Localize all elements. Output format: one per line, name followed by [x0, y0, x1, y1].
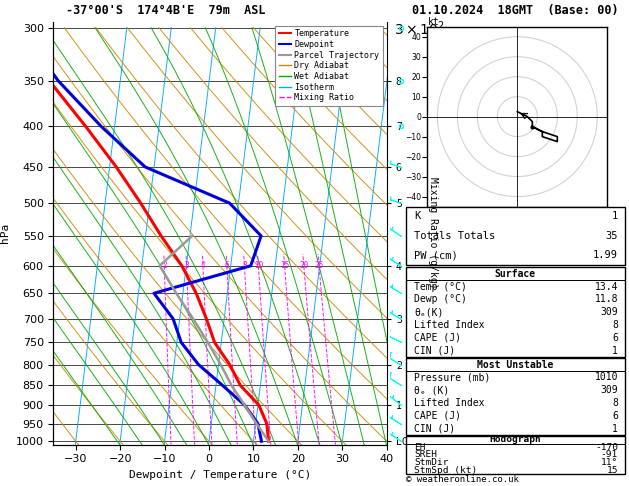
Text: 15: 15 [606, 466, 618, 474]
Legend: Temperature, Dewpoint, Parcel Trajectory, Dry Adiabat, Wet Adiabat, Isotherm, Mi: Temperature, Dewpoint, Parcel Trajectory… [275, 26, 382, 105]
Text: 1: 1 [612, 346, 618, 356]
Text: CAPE (J): CAPE (J) [415, 411, 462, 421]
Text: Surface: Surface [494, 269, 536, 279]
Text: Lifted Index: Lifted Index [415, 320, 485, 330]
Text: Dewp (°C): Dewp (°C) [415, 295, 467, 304]
Text: 25: 25 [314, 261, 324, 270]
Text: StmSpd (kt): StmSpd (kt) [415, 466, 477, 474]
Text: 35: 35 [606, 231, 618, 241]
Text: PW (cm): PW (cm) [415, 250, 458, 260]
Text: -37°00'S  174°4B'E  79m  ASL: -37°00'S 174°4B'E 79m ASL [66, 4, 265, 17]
Text: EH: EH [415, 443, 426, 452]
X-axis label: Dewpoint / Temperature (°C): Dewpoint / Temperature (°C) [129, 470, 311, 480]
Text: 1.99: 1.99 [593, 250, 618, 260]
Text: 10: 10 [253, 261, 263, 270]
Text: 6: 6 [612, 411, 618, 421]
Text: 1: 1 [612, 424, 618, 434]
Text: 11°: 11° [601, 458, 618, 467]
Text: 01.10.2024  18GMT  (Base: 00): 01.10.2024 18GMT (Base: 00) [412, 4, 618, 17]
Text: 309: 309 [601, 307, 618, 317]
Text: 8: 8 [242, 261, 247, 270]
Text: -170: -170 [595, 443, 618, 452]
Text: Mixing Ratio (g/kg): Mixing Ratio (g/kg) [428, 177, 438, 289]
Text: CIN (J): CIN (J) [415, 424, 455, 434]
Text: Totals Totals: Totals Totals [415, 231, 496, 241]
Text: 4: 4 [201, 261, 205, 270]
Text: CAPE (J): CAPE (J) [415, 333, 462, 343]
Text: Hodograph: Hodograph [489, 435, 541, 444]
Text: 15: 15 [280, 261, 289, 270]
Text: Most Unstable: Most Unstable [477, 360, 554, 369]
Text: θₑ (K): θₑ (K) [415, 385, 450, 395]
Text: θₑ(K): θₑ(K) [415, 307, 444, 317]
Text: -91: -91 [601, 451, 618, 459]
Text: Temp (°C): Temp (°C) [415, 281, 467, 292]
Text: K: K [415, 211, 421, 221]
Text: Lifted Index: Lifted Index [415, 398, 485, 408]
Text: 13.4: 13.4 [594, 281, 618, 292]
Text: 3: 3 [184, 261, 189, 270]
Text: 2: 2 [162, 261, 167, 270]
Text: 1: 1 [612, 211, 618, 221]
Y-axis label: km
ASL: km ASL [447, 225, 468, 242]
Text: CIN (J): CIN (J) [415, 346, 455, 356]
Text: 20: 20 [299, 261, 308, 270]
Text: 6: 6 [612, 333, 618, 343]
Text: 6: 6 [225, 261, 229, 270]
Text: SREH: SREH [415, 451, 437, 459]
Text: kt: kt [428, 17, 439, 27]
Text: 1010: 1010 [594, 372, 618, 382]
Text: 8: 8 [612, 398, 618, 408]
Text: 8: 8 [612, 320, 618, 330]
Text: 11.8: 11.8 [594, 295, 618, 304]
Text: Pressure (mb): Pressure (mb) [415, 372, 491, 382]
Text: 309: 309 [601, 385, 618, 395]
Y-axis label: hPa: hPa [0, 223, 10, 243]
Text: StmDir: StmDir [415, 458, 449, 467]
Text: © weatheronline.co.uk: © weatheronline.co.uk [406, 474, 518, 484]
